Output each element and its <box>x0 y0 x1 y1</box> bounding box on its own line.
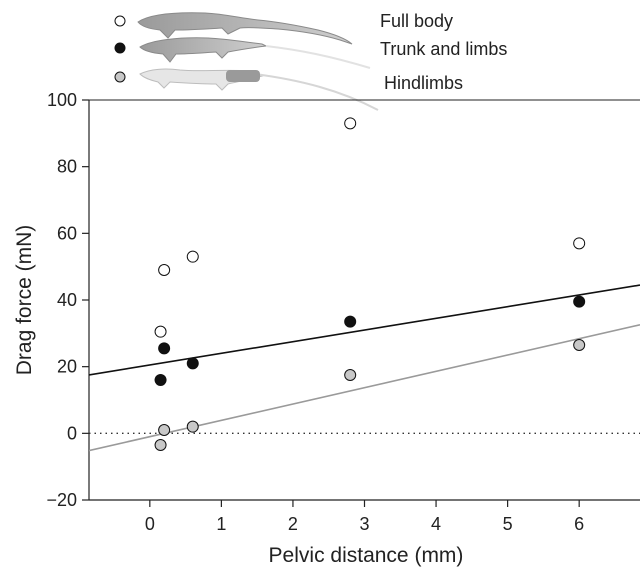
fit-line-trunk-and-limbs <box>89 284 640 376</box>
x-tick-label-0: 0 <box>145 514 155 534</box>
y-axis-title: Drag force (mN) <box>13 225 36 376</box>
y-axis-ticks: −20 0 20 40 60 80 100 <box>46 90 89 510</box>
axes <box>88 99 640 501</box>
x-tick-label-2: 2 <box>288 514 298 534</box>
point-hindlimbs-4 <box>573 339 586 351</box>
x-axis-ticks: 0 1 2 3 4 5 6 <box>145 500 584 534</box>
y-tick-label-1: 0 <box>67 423 77 443</box>
y-tick-label-4: 60 <box>57 223 77 243</box>
data-points <box>154 117 586 451</box>
hindlimbs-illustration <box>139 68 379 111</box>
legend-label-hindlimbs: Hindlimbs <box>384 73 463 93</box>
point-hindlimbs-1 <box>158 424 171 436</box>
legend-marker-trunk-and-limbs <box>114 42 126 54</box>
x-tick-label-4: 4 <box>431 514 441 534</box>
legend-item-full-body: Full body <box>114 11 453 31</box>
trunk-and-limbs-illustration <box>139 37 371 69</box>
x-tick-label-3: 3 <box>359 514 369 534</box>
legend-label-trunk-and-limbs: Trunk and limbs <box>380 39 507 59</box>
point-hindlimbs-0 <box>154 439 167 451</box>
point-trunk-and-limbs-1 <box>158 342 171 355</box>
plot-area <box>89 117 640 452</box>
point-hindlimbs-3 <box>344 369 357 381</box>
fit-line-hindlimbs <box>89 324 640 452</box>
x-tick-label-1: 1 <box>216 514 226 534</box>
x-axis-title: Pelvic distance (mm) <box>269 544 464 567</box>
point-hindlimbs-2 <box>186 420 199 433</box>
legend-label-full-body: Full body <box>380 11 453 31</box>
point-full-body-0 <box>154 325 167 338</box>
y-tick-label-5: 80 <box>57 157 77 177</box>
legend-item-hindlimbs: Hindlimbs <box>114 71 463 93</box>
legend-marker-hindlimbs <box>114 71 126 83</box>
legend-marker-full-body <box>114 15 126 27</box>
legend-item-trunk-and-limbs: Trunk and limbs <box>114 39 507 59</box>
x-tick-label-6: 6 <box>574 514 584 534</box>
point-full-body-3 <box>344 117 357 130</box>
fit-lines <box>89 284 640 452</box>
y-tick-label-3: 40 <box>57 290 77 310</box>
point-full-body-4 <box>573 237 586 250</box>
point-trunk-and-limbs-3 <box>344 315 357 328</box>
point-full-body-1 <box>158 264 171 276</box>
point-full-body-2 <box>186 250 199 263</box>
legend: Full body Trunk and limbs Hindlimbs <box>114 11 507 93</box>
full-body-illustration <box>137 12 353 45</box>
y-tick-label-0: −20 <box>46 490 77 510</box>
x-tick-label-5: 5 <box>503 514 513 534</box>
y-tick-label-6: 100 <box>47 90 77 110</box>
point-trunk-and-limbs-0 <box>154 374 167 386</box>
point-trunk-and-limbs-2 <box>186 357 199 370</box>
y-tick-label-2: 20 <box>57 357 77 377</box>
animal-illustrations <box>137 12 379 111</box>
point-trunk-and-limbs-4 <box>573 295 586 308</box>
